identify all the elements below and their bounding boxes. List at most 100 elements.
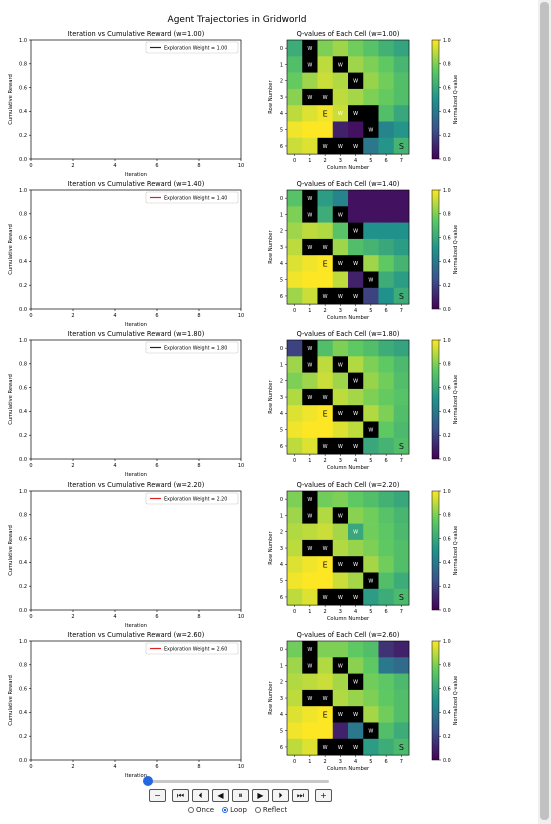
y-axis-label: Row Number [268,80,274,114]
wall-label: W [368,578,373,584]
grid-cell [393,56,410,73]
heatmap-title: Q-values of Each Cell (w=1.00) [297,30,400,38]
mode-option-once[interactable]: Once [188,806,214,814]
x-tick-label: 8 [197,313,200,319]
grid-cell [363,657,379,674]
radio-button[interactable] [254,807,261,813]
grid-cell [363,523,379,541]
y-tick-label: 6 [280,745,283,751]
plot-title: Iteration vs Cumulative Reward (w=2.20) [68,481,205,489]
grid-cell [393,641,410,658]
mode-option-loop[interactable]: Loop [222,806,247,814]
x-tick-label: 5 [369,308,372,314]
grid-cell [317,190,334,207]
wall-label: W [323,745,328,751]
reward-plot-1: Iteration vs Cumulative Reward (w=1.00) I… [8,30,244,178]
grid-cell [332,405,349,422]
grid-cell [348,137,364,155]
play-reverse-button[interactable]: ◀ [212,789,229,802]
grid-cell [332,722,349,740]
pause-button[interactable]: ⏸ [232,789,249,802]
grid-cell [348,287,364,305]
grid-cell [393,706,410,723]
qvalue-heatmap-3: Q-values of Each Cell (w=1.80) W W W W W W E W W W… [268,330,459,471]
frame-slider-track[interactable] [147,780,329,783]
grid-cell [378,491,395,508]
radio-button[interactable] [188,807,194,813]
grid-cell [363,372,379,390]
x-axis-label: Iteration [125,773,147,779]
grid-cell [393,238,410,256]
play-button[interactable]: ▶ [252,789,269,802]
grid-cell [348,40,364,57]
next-frame-button[interactable]: ⏵ [272,789,289,802]
grid-cell [393,222,410,240]
first-frame-button[interactable]: ⏮ [172,789,189,802]
radio-button[interactable] [222,807,229,813]
legend-box [145,642,239,655]
wall-label: W [307,95,312,101]
wall-label: W [353,745,358,751]
y-tick-label: 4 [280,111,283,117]
plot-area [30,640,242,761]
colorbar-tick-label: 0.6 [443,85,451,91]
plot-area [30,39,242,160]
grid-cell [378,56,395,73]
frame-slider-thumb[interactable] [143,776,153,786]
y-tick-label: 1 [280,62,283,68]
y-tick-label: 1.0 [19,338,27,344]
x-tick-label: 6 [155,614,158,620]
grid-cell [378,673,395,691]
grid-cell [363,722,379,740]
grid-cell [332,356,349,373]
grid-cell [363,40,379,57]
previous-frame-button[interactable]: ⏴ [192,789,209,802]
grid-cell [393,738,410,756]
last-frame-button[interactable]: ⏭ [292,789,309,802]
plot-title: Iteration vs Cumulative Reward (w=1.80) [68,330,205,338]
grid-cell [363,689,379,707]
x-tick-label: 0 [29,764,32,770]
x-tick-label: 0 [293,458,296,464]
decrease-speed-button[interactable]: − [149,789,166,802]
y-tick-label: 0.4 [19,710,27,716]
grid-cell [302,56,318,73]
wall-label: W [353,229,358,235]
reward-plot-2: Iteration vs Cumulative Reward (w=1.40) I… [8,180,244,328]
wall-label: W [307,245,312,251]
grid-cell [302,572,318,590]
scrollbar-thumb[interactable] [540,2,549,820]
grid-cell [332,507,349,524]
grid-cell [348,738,364,756]
legend-box [145,492,239,505]
x-tick-label: 5 [369,759,372,765]
grid-cell [317,657,334,674]
y-tick-label: 1.0 [19,188,27,194]
wall-label: W [338,362,343,368]
grid-cell [317,539,334,557]
colorbar-tick-label: 0.0 [443,608,451,614]
colorbar-tick-label: 1.0 [443,188,451,194]
legend-box [145,41,239,54]
wall-label: W [368,728,373,734]
x-tick-label: 4 [113,163,116,169]
y-tick-label: 0.4 [19,409,27,415]
qvalue-heatmap-1: Q-values of Each Cell (w=1.00) W W W W W W E W W W… [268,30,459,171]
wall-label: W [338,562,343,568]
grid-cell [317,738,334,756]
y-tick-label: 0.0 [19,157,27,163]
end-cell-label: E [323,109,328,118]
grid-cell [317,523,334,541]
increase-speed-button[interactable]: + [315,789,332,802]
grid-cell [363,588,379,606]
grid-cell [348,238,364,256]
x-tick-label: 4 [113,764,116,770]
grid-cell [332,556,349,573]
wall-label: W [353,144,358,150]
colorbar-tick-label: 0.4 [443,560,451,566]
mode-option-reflect[interactable]: Reflect [254,806,287,814]
grid-cell [393,287,410,305]
grid-cell [287,137,303,155]
y-tick-label: 1.0 [19,38,27,44]
grid-cell [332,641,349,658]
